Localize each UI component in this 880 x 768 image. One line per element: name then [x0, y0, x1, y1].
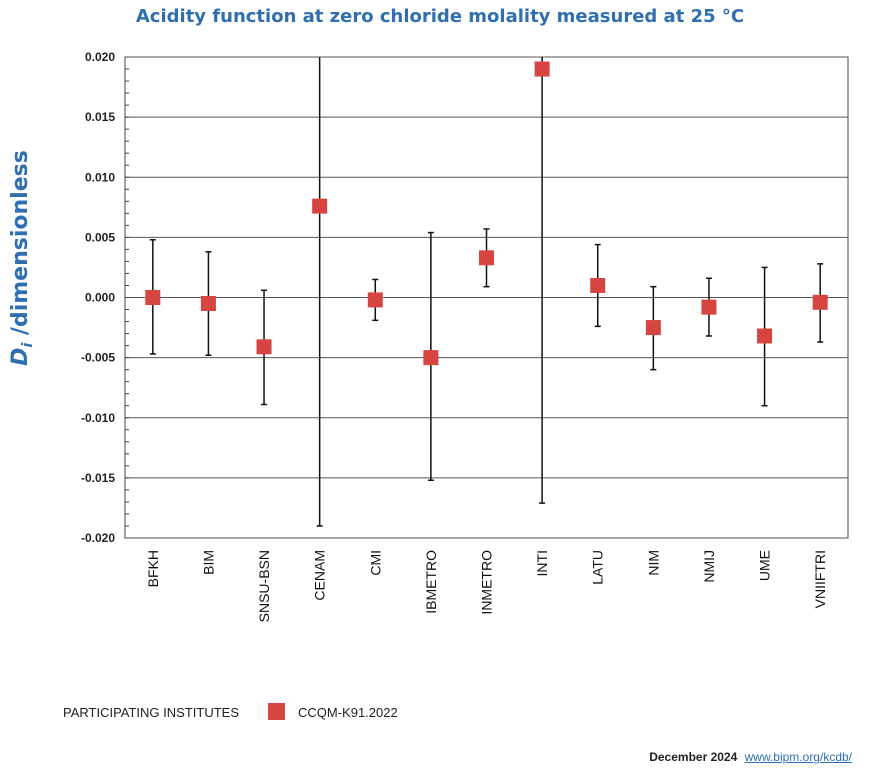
legend-title: PARTICIPATING INSTITUTES: [63, 705, 239, 720]
y-tick-label: 0.015: [85, 110, 115, 124]
y-tick-label: 0.010: [85, 170, 115, 184]
y-tick-label: -0.005: [81, 351, 115, 365]
footer: December 2024 www.bipm.org/kcdb/: [649, 750, 852, 764]
x-tick-label: BFKH: [145, 550, 161, 587]
data-point: [367, 292, 383, 308]
data-point: [645, 320, 661, 336]
data-point: [701, 299, 717, 315]
x-tick-label: NIM: [645, 550, 661, 576]
data-point: [312, 198, 328, 214]
data-point: [757, 328, 773, 344]
x-tick-label: INMETRO: [479, 550, 495, 615]
data-point: [812, 294, 828, 310]
footer-link[interactable]: www.bipm.org/kcdb/: [744, 750, 852, 764]
legend-label: CCQM-K91.2022: [298, 705, 398, 720]
x-tick-label: UME: [757, 550, 773, 581]
chart-title: Acidity function at zero chloride molali…: [135, 6, 745, 27]
x-tick-label: CMI: [367, 550, 383, 576]
data-point: [145, 290, 161, 305]
x-tick-label: INTI: [534, 550, 550, 576]
y-tick-label: 0.020: [85, 50, 115, 64]
y-tick-label: -0.010: [81, 411, 115, 425]
data-point: [200, 296, 216, 312]
x-tick-label: CENAM: [312, 550, 328, 601]
x-tick-label: LATU: [590, 550, 606, 585]
data-point: [423, 350, 439, 366]
x-tick-label: NMIJ: [701, 550, 717, 583]
data-point: [479, 250, 494, 266]
y-tick-label: -0.015: [81, 471, 115, 485]
x-tick-label: IBMETRO: [423, 550, 439, 614]
data-point: [590, 277, 606, 293]
x-tick-label: VNIIFTRI: [812, 550, 828, 608]
y-tick-label: -0.020: [81, 531, 115, 545]
x-tick-label: SNSU-BSN: [256, 550, 272, 622]
data-point: [534, 61, 550, 77]
y-tick-label: 0.005: [85, 230, 115, 244]
footer-date: December 2024: [649, 750, 738, 764]
legend-swatch: [268, 703, 285, 720]
data-point: [256, 339, 272, 355]
x-tick-label: BIM: [200, 550, 216, 575]
y-tick-label: 0.000: [85, 291, 115, 305]
